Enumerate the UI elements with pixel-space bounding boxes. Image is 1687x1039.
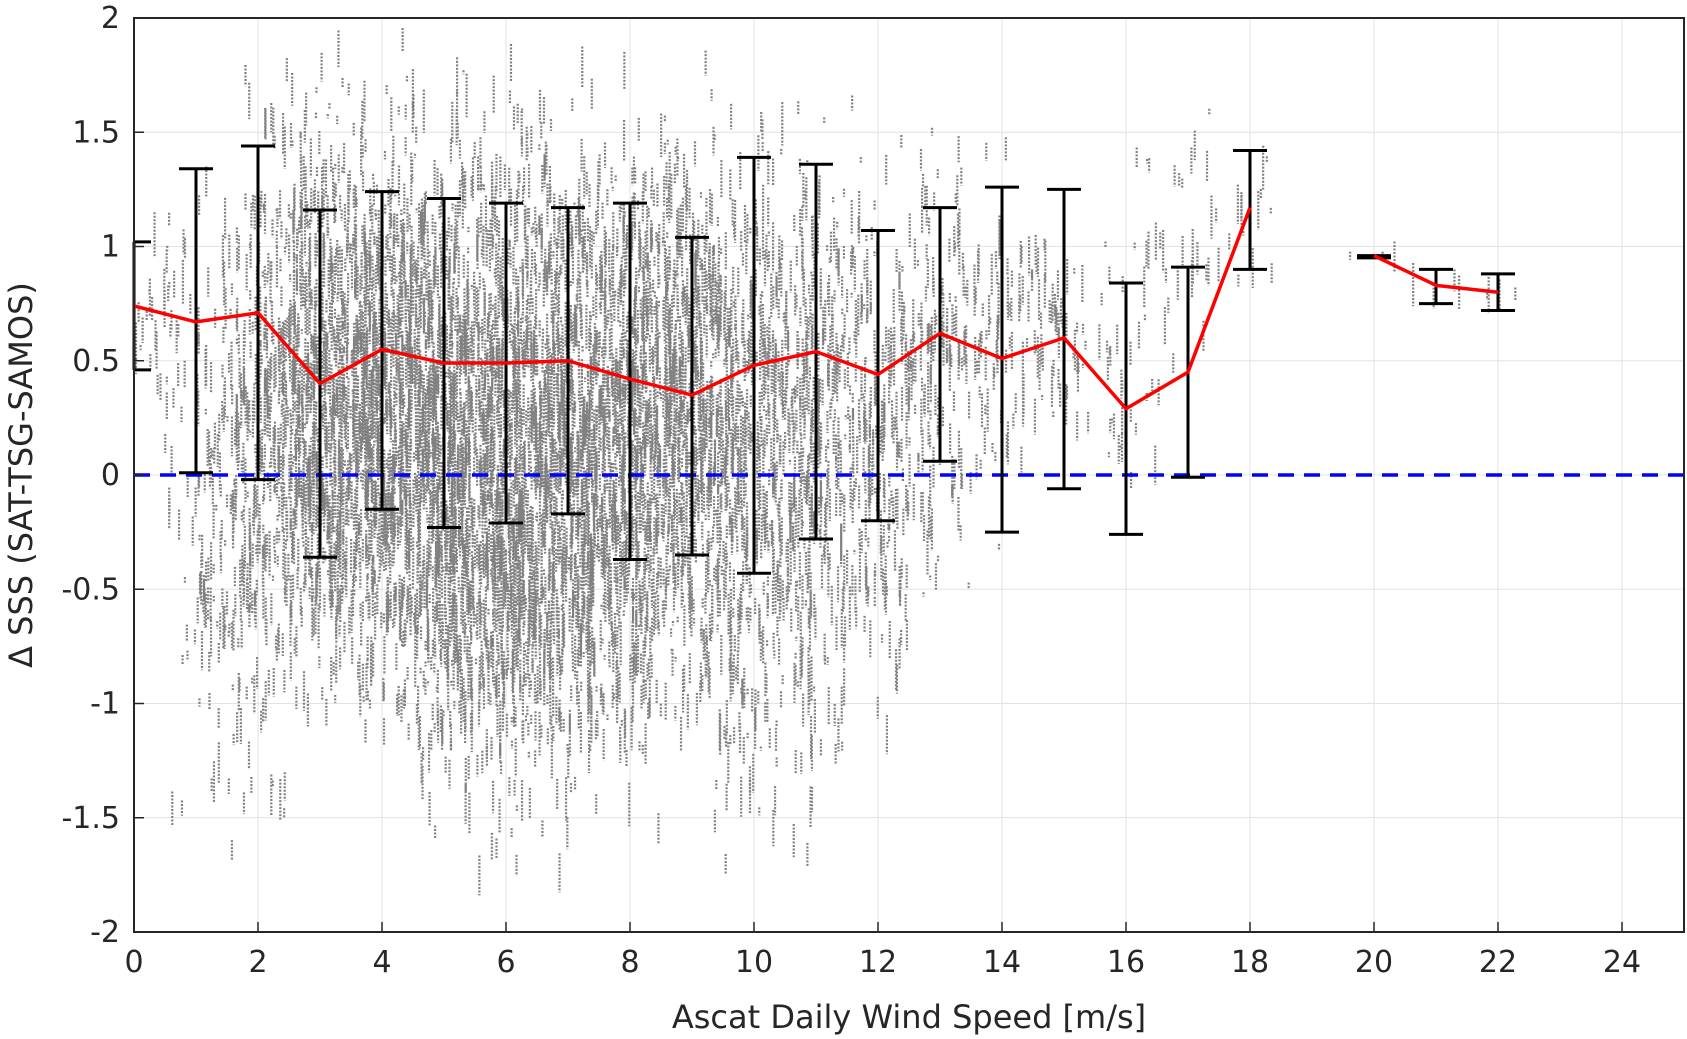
scatter-points	[134, 28, 1517, 896]
